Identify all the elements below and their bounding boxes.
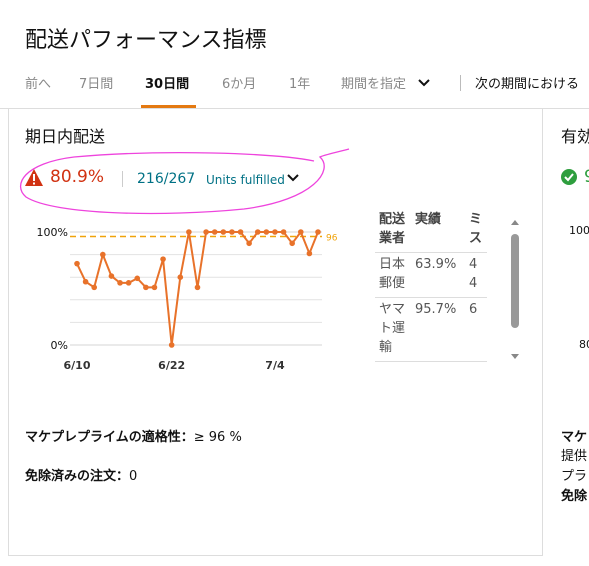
point bbox=[74, 260, 80, 267]
cell: 63.9% bbox=[411, 252, 465, 298]
row: 西濃75%1 bbox=[375, 361, 487, 366]
header-cell: 配送業者 bbox=[379, 212, 406, 246]
label: マケプレプライムの適格性： bbox=[25, 430, 194, 445]
point bbox=[160, 256, 166, 262]
point bbox=[134, 275, 141, 282]
point bbox=[237, 229, 244, 235]
x-tick-label: 6/22 bbox=[158, 359, 185, 372]
point bbox=[100, 251, 106, 258]
cell: 44 bbox=[465, 252, 487, 298]
card-title: 有効 bbox=[561, 127, 589, 146]
y-tick-label: 0% bbox=[51, 339, 68, 352]
header-cell: 実績 bbox=[415, 212, 442, 227]
point bbox=[117, 280, 123, 286]
separator bbox=[460, 75, 461, 91]
point bbox=[297, 229, 304, 235]
tab[interactable]: 6か月 bbox=[222, 77, 257, 92]
y-tick-label: 80 bbox=[579, 338, 589, 351]
point bbox=[108, 273, 115, 279]
y-tick-label: 100% bbox=[37, 226, 68, 239]
text: 提供 bbox=[561, 449, 588, 464]
fulfilled-dropdown[interactable]: Units fulfilled bbox=[206, 173, 285, 187]
card-title: 期日内配送 bbox=[25, 127, 106, 146]
x-tick-label: 7/4 bbox=[265, 359, 285, 372]
point bbox=[289, 240, 295, 247]
point bbox=[91, 284, 98, 291]
value: ≥ 96 % bbox=[193, 430, 242, 445]
cell: ヤマト運輸 bbox=[375, 297, 411, 362]
separator bbox=[122, 171, 123, 187]
cell: 西濃 bbox=[375, 361, 411, 366]
cell: 日本郵便 bbox=[375, 252, 411, 298]
x-tick-label: 6/10 bbox=[64, 359, 91, 372]
point bbox=[315, 229, 321, 235]
annotation bbox=[20, 148, 350, 215]
value: 0 bbox=[129, 469, 138, 484]
scrollbar[interactable] bbox=[508, 216, 522, 364]
card-partial: 有効 9 100 80 マケ 提供 プラ 免除 bbox=[555, 109, 589, 555]
point bbox=[143, 284, 149, 291]
text: 免除 bbox=[561, 489, 588, 504]
tab[interactable]: 1年 bbox=[289, 77, 311, 92]
tab[interactable]: 7日間 bbox=[79, 77, 114, 92]
tab[interactable]: 期間を指定 bbox=[341, 77, 407, 92]
label: 免除済みの注文： bbox=[25, 469, 130, 484]
waived-orders: 免除済みの注文：0 bbox=[25, 465, 137, 484]
cell: 1 bbox=[465, 361, 487, 366]
cell: 6 bbox=[465, 297, 487, 362]
cell: 95.7% bbox=[411, 297, 465, 362]
rate: 80.9% bbox=[50, 167, 105, 187]
point bbox=[151, 284, 158, 291]
tab[interactable]: 次の期間における bbox=[475, 77, 580, 92]
point bbox=[272, 229, 278, 235]
check-icon bbox=[561, 169, 577, 185]
page-title: 配送パフォーマンス指標 bbox=[25, 28, 267, 53]
point bbox=[263, 229, 270, 235]
chevron[interactable] bbox=[417, 77, 431, 89]
cell: 75% bbox=[411, 361, 465, 366]
point bbox=[254, 229, 261, 235]
point bbox=[177, 274, 184, 280]
point bbox=[211, 229, 218, 235]
header-cell: ミス bbox=[469, 212, 483, 246]
point bbox=[168, 342, 175, 348]
row: ヤマト運輸 95.7% 6 bbox=[375, 297, 487, 362]
tab[interactable]: 30日間 bbox=[145, 77, 190, 92]
header-row: 配送業者 実績 ミス bbox=[375, 208, 487, 253]
value: 9 bbox=[584, 167, 589, 187]
point bbox=[186, 229, 192, 235]
text: プラ bbox=[561, 469, 588, 484]
point bbox=[194, 284, 201, 291]
point bbox=[229, 229, 235, 235]
fulfilled-count: 216/267 bbox=[137, 171, 196, 187]
card bbox=[8, 109, 543, 556]
text: マケ bbox=[561, 430, 588, 445]
chart: 0% 100% 6/10 6/22 7/4 96 bbox=[37, 226, 338, 372]
chevron[interactable] bbox=[286, 172, 300, 184]
target-label: 96 bbox=[326, 234, 338, 244]
point bbox=[203, 229, 209, 235]
tab-underline bbox=[141, 105, 196, 108]
warning-icon bbox=[25, 169, 43, 186]
point bbox=[246, 240, 252, 247]
row: 日本郵便 63.9% 44 bbox=[375, 252, 487, 298]
point bbox=[82, 278, 89, 285]
point bbox=[280, 229, 287, 235]
point bbox=[125, 280, 132, 286]
prime-eligibility: マケプレプライムの適格性：≥ 96 % bbox=[25, 426, 242, 445]
point bbox=[220, 229, 227, 235]
tab[interactable]: 前へ bbox=[25, 77, 52, 92]
point bbox=[306, 250, 313, 257]
y-tick-label: 100 bbox=[569, 224, 589, 237]
divider bbox=[0, 108, 589, 109]
